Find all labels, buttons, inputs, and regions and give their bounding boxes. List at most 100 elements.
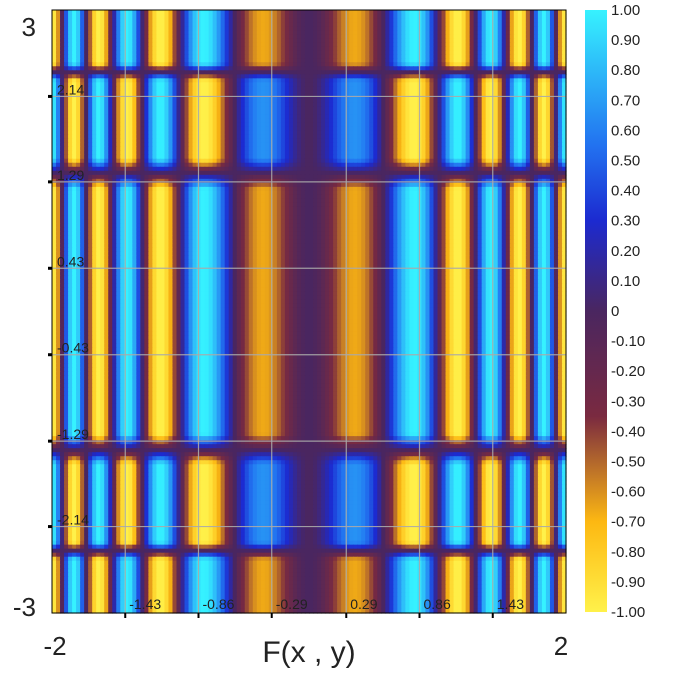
heatmap-cell — [168, 50, 174, 55]
heatmap-cell — [264, 34, 270, 39]
heatmap-cell — [477, 130, 483, 136]
heatmap-cell — [377, 86, 382, 91]
heatmap-cell — [517, 106, 523, 112]
heatmap-cell — [549, 70, 555, 75]
heatmap-cell — [433, 18, 439, 23]
heatmap-cell — [541, 54, 547, 59]
heatmap-cell — [112, 78, 117, 83]
heatmap-cell — [529, 86, 535, 91]
heatmap-cell — [152, 86, 158, 91]
heatmap-cell — [317, 78, 322, 83]
heatmap-cell — [264, 110, 270, 116]
heatmap-cell — [521, 42, 527, 47]
heatmap-cell — [441, 110, 447, 116]
heatmap-cell — [128, 46, 133, 51]
heatmap-cell — [204, 54, 210, 59]
heatmap-cell — [329, 10, 334, 15]
heatmap-cell — [553, 134, 559, 140]
heatmap-cell — [533, 22, 539, 27]
heatmap-cell — [300, 50, 306, 55]
heatmap-cell — [124, 154, 129, 160]
heatmap-cell — [224, 82, 230, 87]
heatmap-cell — [248, 46, 254, 51]
heatmap-cell — [501, 130, 507, 136]
heatmap-cell — [353, 34, 358, 39]
heatmap-cell — [240, 10, 246, 15]
heatmap-cell — [292, 82, 298, 87]
heatmap-cell — [401, 66, 406, 71]
heatmap-cell — [521, 30, 527, 35]
heatmap-cell — [84, 74, 89, 79]
heatmap-cell — [377, 54, 382, 59]
heatmap-cell — [313, 54, 318, 59]
heatmap-cell — [172, 142, 178, 148]
heatmap-cell — [473, 86, 479, 91]
heatmap-cell — [489, 10, 495, 15]
heatmap-cell — [124, 114, 129, 120]
heatmap-cell — [385, 26, 390, 31]
heatmap-cell — [421, 70, 427, 75]
heatmap-cell — [216, 110, 222, 116]
heatmap-cell — [317, 154, 322, 160]
heatmap-cell — [433, 110, 439, 116]
heatmap-cell — [100, 34, 105, 39]
heatmap-cell — [501, 154, 507, 160]
heatmap-cell — [373, 42, 378, 47]
heatmap-cell — [449, 162, 455, 168]
heatmap-cell — [365, 110, 370, 116]
heatmap-cell — [144, 78, 149, 83]
heatmap-cell — [188, 10, 194, 15]
heatmap-cell — [240, 118, 246, 124]
heatmap-cell — [88, 122, 93, 128]
heatmap-cell — [377, 34, 382, 39]
heatmap-cell — [112, 90, 117, 96]
heatmap-cell — [561, 26, 567, 31]
heatmap-cell — [116, 138, 121, 144]
heatmap-cell — [280, 74, 286, 79]
heatmap-cell — [333, 10, 338, 15]
heatmap-cell — [224, 26, 230, 31]
heatmap-cell — [240, 78, 246, 83]
heatmap-cell — [433, 138, 439, 144]
heatmap-cell — [64, 142, 69, 148]
heatmap-cell — [96, 70, 101, 75]
heatmap-cell — [321, 134, 326, 140]
heatmap-cell — [489, 146, 495, 152]
heatmap-cell — [104, 122, 109, 128]
heatmap-cell — [325, 154, 330, 160]
heatmap-cell — [361, 142, 366, 148]
heatmap-cell — [72, 58, 77, 63]
heatmap-cell — [437, 34, 443, 39]
heatmap-cell — [120, 66, 125, 71]
heatmap-cell — [272, 122, 278, 128]
heatmap-cell — [216, 142, 222, 148]
heatmap-cell — [236, 66, 242, 71]
heatmap-cell — [373, 98, 378, 104]
heatmap-cell — [469, 50, 475, 55]
heatmap-cell — [276, 86, 282, 91]
heatmap-cell — [325, 98, 330, 104]
heatmap-cell — [529, 78, 535, 83]
heatmap-cell — [220, 106, 226, 112]
heatmap-cell — [557, 158, 563, 164]
heatmap-cell — [136, 70, 141, 75]
heatmap-cell — [276, 150, 282, 156]
heatmap-cell — [216, 74, 222, 79]
heatmap-cell — [112, 10, 117, 15]
heatmap-cell — [537, 118, 543, 124]
heatmap-cell — [461, 142, 467, 148]
heatmap-cell — [96, 106, 101, 112]
heatmap-cell — [152, 26, 158, 31]
heatmap-cell — [541, 10, 547, 15]
heatmap-cell — [473, 50, 479, 55]
heatmap-cell — [509, 90, 515, 96]
heatmap-cell — [68, 138, 73, 144]
heatmap-cell — [232, 30, 238, 35]
heatmap-cell — [561, 78, 567, 83]
heatmap-cell — [453, 62, 459, 67]
heatmap-cell — [353, 38, 358, 43]
heatmap-cell — [136, 42, 141, 47]
heatmap-cell — [104, 18, 109, 23]
heatmap-cell — [369, 78, 374, 83]
heatmap-cell — [76, 46, 81, 51]
